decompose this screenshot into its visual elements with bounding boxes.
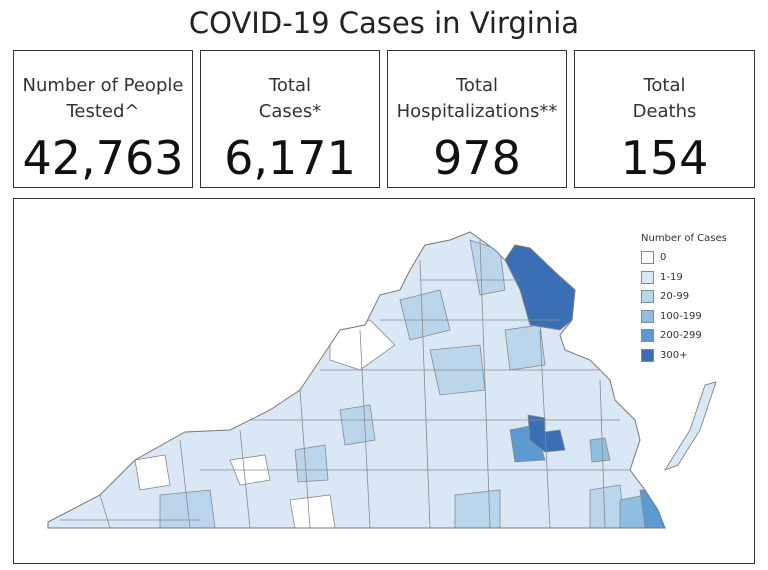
legend-label: 300+ [660,349,688,361]
eastern-shore [664,381,717,471]
county-zero [289,494,336,528]
cases-value: 6,171 [224,131,356,185]
cases-card: Total Cases* 6,171 [200,50,380,188]
legend-item: 300+ [641,346,727,366]
county-borders [60,239,640,528]
deaths-label: Total Deaths [632,75,697,122]
legend-swatch [641,309,654,323]
deaths-value: 154 [620,131,709,185]
legend-item: 100-199 [641,307,727,327]
hospitalizations-value: 978 [433,131,521,185]
legend-item: 20-99 [641,287,727,307]
county [589,437,611,463]
legend-title: Number of Cases [641,233,727,244]
legend-label: 1-19 [660,271,683,283]
legend: Number of Cases 0 1-19 20-99 100-199 200… [641,233,727,365]
legend-swatch [641,329,654,343]
legend-swatch [641,251,654,265]
county [294,444,329,483]
hospitalizations-label: Total Hospitalizations** [396,75,558,122]
legend-swatch [641,348,654,362]
legend-label: 200-299 [660,330,702,342]
deaths-card: Total Deaths 154 [574,50,755,188]
state-outline [47,231,666,529]
legend-label: 100-199 [660,310,702,322]
legend-label: 0 [660,252,667,264]
legend-swatch [641,290,654,304]
tested-value: 42,763 [22,131,184,185]
legend-item: 200-299 [641,326,727,346]
legend-item: 1-19 [641,268,727,288]
county [399,289,451,341]
tested-card: Number of People Tested^ 42,763 [13,50,193,188]
page-title: COVID-19 Cases in Virginia [188,6,580,40]
cases-label: Total Cases* [258,75,322,122]
county [454,489,501,528]
county [504,324,546,371]
county-base [48,232,665,528]
hospitalizations-card: Total Hospitalizations** 978 [387,50,567,188]
county [619,494,649,528]
county [339,404,376,446]
tested-label: Number of People Tested^ [22,75,184,122]
legend-swatch [641,270,654,284]
legend-label: 20-99 [660,291,690,303]
map-panel [13,198,755,564]
county [589,484,626,528]
legend-item: 0 [641,248,727,268]
county-zero [134,454,171,491]
